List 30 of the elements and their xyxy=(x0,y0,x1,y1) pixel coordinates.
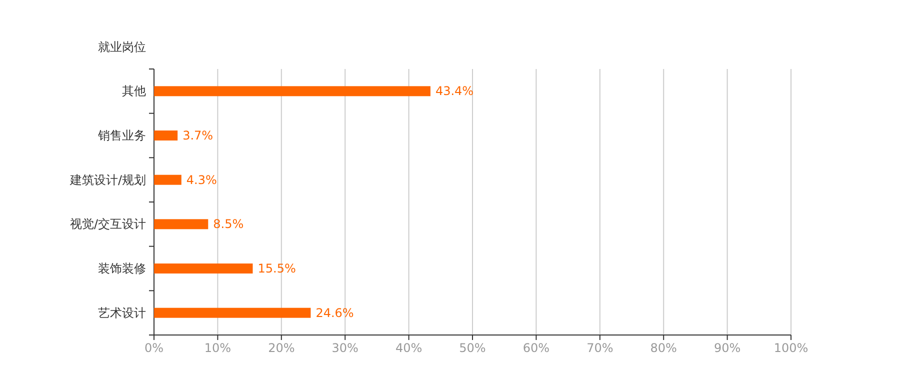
x-tick-label: 80% xyxy=(650,341,677,355)
bar xyxy=(154,86,430,96)
bar xyxy=(154,219,208,230)
y-tick-label: 装饰装修 xyxy=(98,262,146,276)
y-tick-label: 销售业务 xyxy=(97,128,146,142)
data-label: 4.3% xyxy=(186,172,217,187)
x-tick-label: 20% xyxy=(268,341,295,355)
x-tick-label: 10% xyxy=(204,341,232,355)
bar xyxy=(154,174,182,185)
x-tick-label: 60% xyxy=(522,341,550,355)
y-tick-label: 建筑设计/规划 xyxy=(68,172,146,187)
x-tick-label: 50% xyxy=(459,341,486,355)
data-label: 24.6% xyxy=(316,306,354,320)
x-tick-label: 30% xyxy=(332,341,358,355)
y-tick-label: 其他 xyxy=(122,84,146,98)
data-label: 43.4% xyxy=(435,84,474,98)
bar xyxy=(154,130,178,140)
x-tick-label: 70% xyxy=(586,341,614,355)
bar xyxy=(154,308,311,318)
data-label: 8.5% xyxy=(213,217,244,232)
x-tick-label: 40% xyxy=(395,341,422,355)
y-tick-label: 视觉/交互设计 xyxy=(70,217,146,232)
bar xyxy=(154,264,253,274)
x-tick-label: 90% xyxy=(714,341,741,355)
y-tick-label: 艺术设计 xyxy=(98,306,146,320)
x-tick-label: 100% xyxy=(774,341,808,355)
data-label: 3.7% xyxy=(182,128,214,142)
x-tick-label: 0% xyxy=(144,341,164,355)
data-label: 15.5% xyxy=(258,262,296,276)
y-axis-title: 就业岗位 xyxy=(98,40,146,54)
